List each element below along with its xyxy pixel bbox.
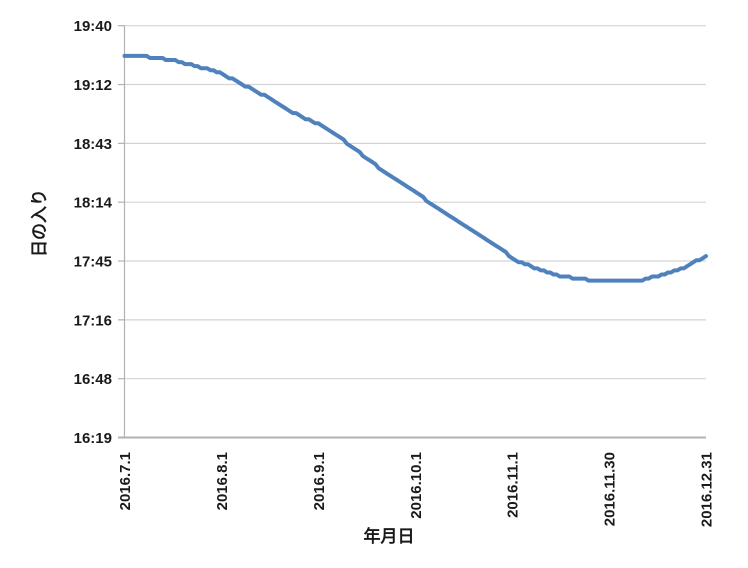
y-tick-labels-group: 19:40 19:12 18:43 18:14 17:45 17:16 16:48 16:19 [74, 18, 113, 447]
sunset-line-series [122, 53, 708, 283]
x-tick-label: 2016.11.1 [505, 452, 522, 518]
axes-group [118, 25, 706, 439]
data-series-group [122, 53, 708, 283]
y-tick-label: 17:16 [74, 312, 112, 329]
y-tick-label: 16:19 [74, 430, 112, 447]
x-tick-label: 2016.7.1 [117, 452, 134, 510]
y-tick-label: 19:12 [74, 77, 112, 94]
gridlines-group [124, 25, 706, 380]
y-tick-label: 16:48 [74, 371, 112, 388]
y-tick-label: 19:40 [74, 18, 112, 35]
y-tick-label: 18:14 [74, 195, 113, 212]
x-tick-label: 2016.10.1 [408, 452, 425, 519]
x-tick-labels-group: 2016.7.1 2016.8.1 2016.9.1 2016.10.1 2016.11… [117, 452, 716, 527]
x-tick-label: 2016.12.31 [699, 452, 716, 527]
x-axis-title: 年月日 [364, 526, 415, 546]
x-tick-label: 2016.8.1 [214, 452, 231, 510]
x-tick-label: 2016.11.30 [602, 452, 619, 526]
x-tick-label: 2016.9.1 [311, 452, 328, 510]
y-tick-label: 18:43 [74, 136, 112, 153]
y-axis-title: 日の入り [30, 189, 49, 257]
y-tick-label: 17:45 [74, 254, 112, 271]
